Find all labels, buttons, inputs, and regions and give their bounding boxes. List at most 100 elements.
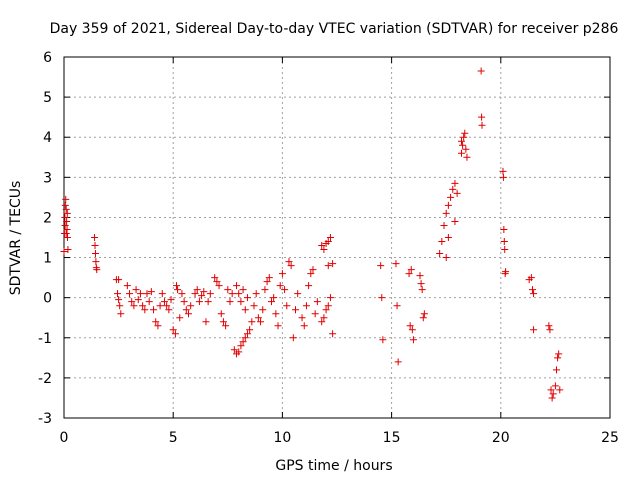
data-point (442, 209, 450, 217)
data-point (134, 296, 142, 304)
data-point (274, 322, 282, 330)
x-axis-label: GPS time / hours (275, 458, 392, 474)
data-point (141, 306, 149, 314)
data-point (243, 330, 251, 338)
data-point (302, 302, 310, 310)
data-point (241, 306, 249, 314)
data-point (500, 225, 508, 233)
data-point (233, 282, 241, 290)
data-point (419, 314, 427, 322)
data-point (154, 322, 162, 330)
data-point (117, 310, 125, 318)
data-point (237, 298, 245, 306)
x-tick-label: 10 (273, 430, 291, 446)
data-point (254, 314, 262, 322)
x-tick-label: 15 (383, 430, 401, 446)
data-point (187, 302, 195, 310)
data-point (224, 286, 232, 294)
data-point (393, 302, 401, 310)
data-point (554, 354, 562, 362)
data-point (191, 290, 199, 298)
data-point (123, 282, 131, 290)
data-point (463, 153, 471, 161)
data-point (246, 326, 254, 334)
data-point (311, 310, 319, 318)
plot-frame (63, 56, 611, 419)
data-point (62, 229, 70, 237)
data-point (530, 290, 538, 298)
data-point (329, 330, 337, 338)
data-point (226, 298, 234, 306)
data-point (160, 298, 168, 306)
data-point (527, 274, 535, 282)
data-point (530, 326, 538, 334)
data-point (318, 242, 326, 250)
data-point (392, 260, 400, 268)
data-point (416, 272, 424, 280)
data-point (163, 302, 171, 310)
data-point (287, 262, 295, 270)
data-point (152, 318, 160, 326)
data-point (283, 302, 291, 310)
data-point (259, 306, 267, 314)
data-point (91, 250, 99, 258)
data-point (449, 185, 457, 193)
data-point (171, 330, 179, 338)
data-point (318, 318, 326, 326)
x-tick-label: 20 (492, 430, 510, 446)
y-tick-label: 6 (43, 50, 52, 66)
data-point (500, 238, 508, 246)
data-point (270, 294, 278, 302)
data-point (235, 290, 243, 298)
grid (64, 57, 610, 418)
data-point (230, 346, 238, 354)
data-point (61, 201, 69, 209)
data-point (93, 266, 101, 274)
data-point (459, 141, 467, 149)
data-point (547, 386, 555, 394)
data-point (460, 133, 468, 141)
data-point (499, 167, 507, 175)
data-point (267, 298, 275, 306)
data-point (263, 278, 271, 286)
data-point (204, 298, 212, 306)
data-point (202, 318, 210, 326)
data-point (418, 286, 426, 294)
data-point (442, 254, 450, 262)
data-point (555, 350, 563, 358)
data-point (91, 234, 99, 241)
data-point (211, 274, 219, 282)
data-point (451, 217, 459, 225)
data-point (250, 302, 258, 310)
data-point (115, 296, 123, 304)
data-point (378, 294, 386, 302)
data-points (60, 67, 564, 402)
data-point (60, 248, 68, 256)
data-point (501, 246, 509, 254)
data-point (241, 334, 249, 342)
data-point (320, 246, 328, 254)
data-point (219, 318, 227, 326)
y-tick-label: -3 (38, 411, 52, 427)
data-point (499, 173, 507, 181)
data-point (326, 234, 334, 241)
data-point (116, 302, 124, 310)
data-point (165, 306, 173, 314)
data-point (289, 334, 297, 342)
data-point (272, 310, 280, 318)
data-point (143, 290, 151, 298)
data-point (457, 149, 465, 157)
data-point (64, 246, 72, 254)
data-point (213, 278, 221, 286)
data-point (322, 306, 330, 314)
data-point (248, 318, 256, 326)
data-point (405, 270, 413, 278)
data-point (147, 288, 155, 296)
data-point (320, 314, 328, 322)
data-point (176, 314, 184, 322)
data-point (217, 310, 225, 318)
x-tick-label: 0 (60, 430, 69, 446)
y-tick-label: -1 (38, 331, 52, 347)
data-point (406, 322, 414, 330)
data-point (420, 310, 428, 318)
